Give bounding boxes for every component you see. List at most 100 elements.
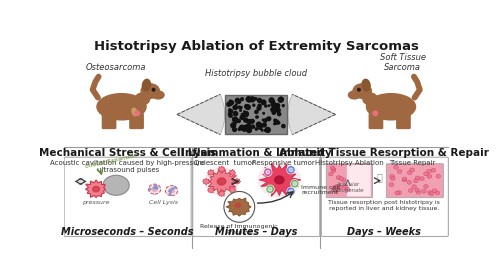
Circle shape [240,127,242,129]
Circle shape [254,98,256,100]
Circle shape [257,106,261,110]
Polygon shape [229,187,236,194]
Ellipse shape [414,179,418,183]
Ellipse shape [426,169,432,173]
Ellipse shape [152,187,158,191]
FancyBboxPatch shape [322,157,448,237]
Circle shape [274,123,276,125]
Text: Tissue resorption post histotripsy is
reported in liver and kidney tissue.: Tissue resorption post histotripsy is re… [328,200,440,211]
Circle shape [172,188,173,190]
Text: pressure: pressure [82,200,110,205]
Polygon shape [86,180,105,197]
Circle shape [275,105,279,109]
Circle shape [268,105,270,106]
Ellipse shape [344,185,348,189]
Circle shape [234,112,237,116]
Text: Cell Lysis: Cell Lysis [148,200,178,205]
Ellipse shape [408,171,412,175]
Circle shape [245,125,250,129]
Circle shape [240,106,242,109]
Ellipse shape [390,174,394,178]
Polygon shape [208,169,236,193]
Circle shape [282,105,284,107]
Ellipse shape [338,185,343,189]
Circle shape [255,128,258,130]
Circle shape [266,118,268,120]
Circle shape [264,168,272,176]
Circle shape [224,192,254,222]
Wedge shape [288,94,336,135]
Polygon shape [218,190,225,197]
Circle shape [258,104,261,107]
Ellipse shape [420,177,424,181]
Circle shape [276,104,280,107]
Ellipse shape [336,176,341,179]
Circle shape [262,101,266,103]
Circle shape [154,185,156,187]
Circle shape [240,98,244,101]
Circle shape [277,109,280,111]
Ellipse shape [408,189,413,192]
Polygon shape [234,178,241,184]
Text: Quiescent  tumor: Quiescent tumor [194,160,254,166]
Ellipse shape [362,79,370,91]
Circle shape [154,187,156,189]
Circle shape [229,109,232,113]
Circle shape [257,116,258,117]
Circle shape [289,190,293,193]
Circle shape [256,116,258,118]
Circle shape [286,166,295,174]
Circle shape [233,106,237,110]
Circle shape [282,125,285,128]
Circle shape [249,99,251,101]
FancyBboxPatch shape [404,114,410,129]
Circle shape [237,119,240,122]
Circle shape [230,101,234,104]
Ellipse shape [398,170,402,173]
Circle shape [232,128,236,131]
Ellipse shape [134,113,141,119]
Circle shape [278,97,283,102]
Circle shape [152,88,155,91]
Circle shape [256,122,262,127]
Circle shape [246,105,250,109]
Circle shape [278,113,280,116]
Circle shape [253,104,255,106]
Circle shape [169,190,171,192]
Circle shape [230,100,232,102]
Ellipse shape [328,172,333,176]
Circle shape [240,110,242,111]
Ellipse shape [332,169,336,172]
Text: Minutes – Days: Minutes – Days [215,227,298,237]
Ellipse shape [258,163,300,197]
Ellipse shape [332,187,338,191]
Ellipse shape [415,176,420,180]
Text: Responsive tumor: Responsive tumor [252,160,314,166]
Ellipse shape [372,113,379,119]
Ellipse shape [142,79,150,91]
Ellipse shape [431,168,436,172]
Circle shape [266,170,270,174]
Circle shape [262,124,263,126]
Circle shape [252,125,254,128]
Circle shape [274,108,278,111]
Circle shape [261,100,262,102]
Circle shape [276,120,279,124]
Text: ⧗: ⧗ [376,172,382,183]
Circle shape [274,120,277,122]
Circle shape [290,179,299,188]
FancyBboxPatch shape [136,114,143,129]
FancyBboxPatch shape [226,95,287,134]
Circle shape [174,186,176,188]
Circle shape [289,168,293,172]
Circle shape [135,111,140,116]
Circle shape [237,100,240,103]
Ellipse shape [274,176,284,184]
Ellipse shape [424,185,428,188]
Ellipse shape [342,178,346,182]
Ellipse shape [397,191,402,195]
Ellipse shape [416,190,420,194]
Circle shape [268,187,272,191]
Wedge shape [177,94,224,135]
Circle shape [231,123,235,128]
